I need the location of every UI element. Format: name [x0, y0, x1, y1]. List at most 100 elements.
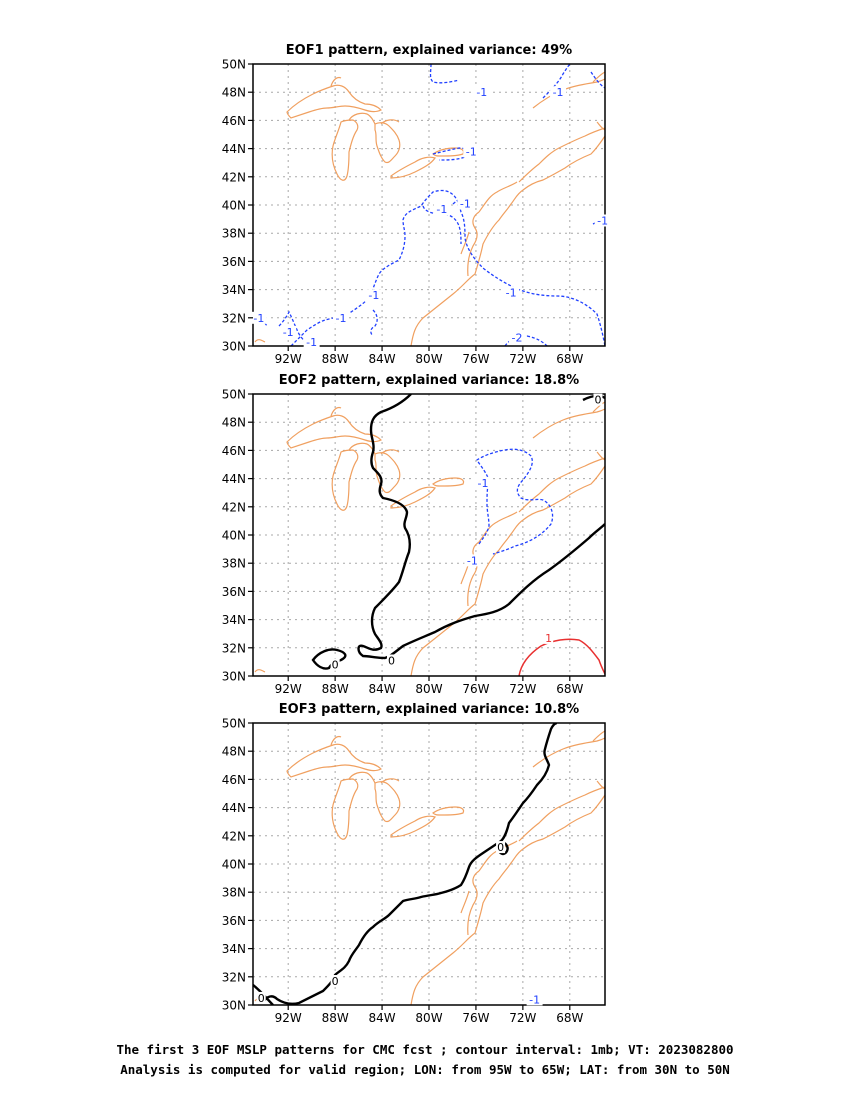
y-tick-label: 34N: [222, 942, 246, 956]
y-tick-label: 34N: [222, 283, 246, 297]
contour-labels: 0 0 0 -1: [256, 841, 543, 1006]
contour-label: -1: [529, 993, 540, 1006]
contour-label-bg: [550, 86, 567, 99]
contour-label-bg: [333, 311, 349, 324]
contour-label: 0: [332, 975, 339, 988]
contour-neg1: [476, 448, 554, 555]
contour-label: 0: [497, 841, 504, 854]
y-tick-label: 38N: [222, 227, 246, 241]
contour-label: 0: [332, 659, 339, 672]
contour-labels: -1 -1 1 0 0 0: [330, 393, 603, 672]
coastlines: [254, 71, 605, 346]
x-tick-label: 72W: [509, 682, 536, 696]
contour-label: -1: [506, 286, 517, 299]
x-tick-label: 84W: [368, 682, 395, 696]
x-tick-label: 72W: [509, 1011, 536, 1025]
panel-eof3: EOF3 pattern, explained variance: 10.8% …: [222, 702, 606, 1026]
figure-caption-line-1: The first 3 EOF MSLP patterns for CMC fc…: [116, 1042, 734, 1057]
x-tick-label: 92W: [275, 682, 302, 696]
contour-label: -1: [436, 203, 447, 216]
y-tick-label: 36N: [222, 585, 246, 599]
contour-label-bg: [509, 331, 525, 344]
contour-zero: [357, 394, 605, 660]
y-tick-label: 50N: [222, 388, 246, 402]
contour-label: -1: [306, 336, 317, 349]
y-tick-label: 38N: [222, 886, 246, 900]
y-tick-label: 40N: [222, 858, 246, 872]
contour-label-bg: [503, 286, 520, 299]
x-tick-label: 80W: [415, 352, 442, 366]
y-tick-label: 46N: [222, 773, 246, 787]
contour-label-bg: [544, 631, 554, 644]
y-tick-label: 30N: [222, 340, 246, 354]
y-tick-label: 48N: [222, 745, 246, 759]
contour-labels: -1 -1 -1 -1 -1 -1 -1 -1 -1 -1 -1 -2 -1: [250, 86, 611, 349]
axis-ticks: 92W 88W 84W 80W 76W 72W 68W 30N 32N 34N 36N 38N 40N 4…: [222, 388, 584, 697]
y-tick-label: 32N: [222, 970, 246, 984]
contour-label: -2: [512, 332, 523, 345]
y-tick-label: 34N: [222, 613, 246, 627]
y-tick-label: 38N: [222, 557, 246, 571]
contour-label-bg: [457, 197, 474, 210]
contour-label: 0: [594, 394, 601, 407]
panel-eof2: EOF2 pattern, explained variance: 18.8% …: [222, 373, 606, 697]
contour-label-bg: [280, 325, 297, 338]
contour-label: 1: [545, 632, 552, 645]
contour-neg1: [370, 309, 378, 337]
x-tick-label: 80W: [415, 682, 442, 696]
contour-label-bg: [473, 86, 490, 99]
x-tick-label: 76W: [462, 352, 489, 366]
contour-label-bg: [463, 145, 480, 158]
contour-label: -1: [477, 477, 488, 490]
axis-ticks: 92W 88W 84W 80W 76W 72W 68W 30N 32N 34N 36N 38N 40N 4…: [222, 717, 584, 1026]
panel-title: EOF3 pattern, explained variance: 10.8%: [279, 702, 579, 717]
contour-label: -1: [283, 326, 294, 339]
x-tick-label: 80W: [415, 1011, 442, 1025]
contour-label-bg: [386, 654, 396, 667]
contour-label: -1: [253, 312, 264, 325]
y-tick-label: 36N: [222, 255, 246, 269]
contour-label-bg: [250, 311, 267, 324]
contour-label: -1: [466, 145, 477, 158]
y-tick-label: 40N: [222, 529, 246, 543]
contour-label-bg: [496, 841, 506, 854]
x-tick-label: 68W: [556, 352, 583, 366]
y-tick-label: 44N: [222, 142, 246, 156]
grid-lines: [253, 722, 605, 1006]
contour-label-bg: [593, 393, 603, 406]
panel-title: EOF1 pattern, explained variance: 49%: [286, 43, 572, 58]
y-tick-label: 50N: [222, 58, 246, 72]
y-tick-label: 36N: [222, 914, 246, 928]
axis-ticks: 92W 88W 84W 80W 76W 72W 68W 30N 32N 34N 36N 38N 40N 4…: [222, 58, 584, 367]
panel-eof1: EOF1 pattern, explained variance: 49% -1…: [222, 43, 611, 366]
contour-label-bg: [594, 214, 611, 227]
contour-pos1: [518, 638, 605, 676]
x-tick-label: 84W: [368, 352, 395, 366]
contour-label-bg: [256, 991, 266, 1004]
y-tick-label: 44N: [222, 801, 246, 815]
x-tick-label: 68W: [556, 1011, 583, 1025]
y-tick-label: 42N: [222, 829, 246, 843]
y-tick-label: 48N: [222, 86, 246, 100]
contour-label: -1: [476, 86, 487, 99]
y-tick-label: 40N: [222, 199, 246, 213]
x-tick-label: 72W: [509, 352, 536, 366]
x-tick-label: 68W: [556, 682, 583, 696]
contour-label: -1: [368, 289, 379, 302]
y-tick-label: 46N: [222, 114, 246, 128]
x-tick-label: 84W: [368, 1011, 395, 1025]
contour-label-bg: [526, 993, 543, 1006]
contours: [311, 394, 605, 676]
x-tick-label: 88W: [322, 1011, 349, 1025]
y-tick-label: 44N: [222, 472, 246, 486]
contour-neg1: [429, 64, 460, 84]
contour-neg1: [542, 64, 572, 99]
grid-lines: [253, 63, 605, 347]
contour-zero: [311, 648, 347, 670]
x-tick-label: 88W: [322, 682, 349, 696]
y-tick-label: 42N: [222, 500, 246, 514]
contour-label: 0: [388, 654, 395, 667]
contour-neg1: [590, 71, 605, 89]
figure-caption-line-2: Analysis is computed for valid region; L…: [120, 1062, 730, 1077]
